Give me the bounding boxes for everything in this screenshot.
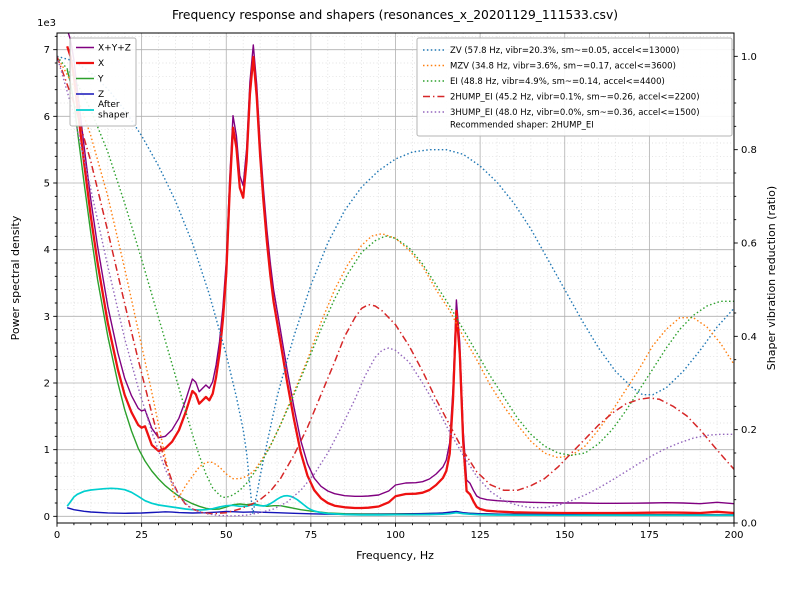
chart-title: Frequency response and shapers (resonanc… (172, 8, 618, 22)
x-tick-label: 50 (220, 530, 233, 541)
y-axis-label-right: Shaper vibration reduction (ratio) (765, 186, 778, 370)
legend-label-y: Y (97, 75, 104, 85)
legend-label-hump2: 2HUMP_EI (45.2 Hz, vibr=0.1%, sm~=0.26, … (450, 93, 700, 103)
x-tick-label: 0 (54, 530, 60, 541)
plot-area: 0 25 50 75 100 125 150 175 200 0 1 2 3 4 5 6 7 0.0 0.2 0.4 0… (44, 32, 757, 541)
y-right-tick-label: 0.2 (741, 425, 757, 436)
y-right-tick-label: 0.4 (741, 332, 757, 343)
legend-label-sum: X+Y+Z (98, 44, 131, 54)
x-tick-label: 200 (724, 530, 743, 541)
y-right-tick-label: 1.0 (741, 52, 757, 63)
recommended-shaper-note: Recommended shaper: 2HUMP_EI (450, 121, 594, 131)
legend-label-hump3: 3HUMP_EI (48.0 Hz, vibr=0.0%, sm~=0.36, … (450, 108, 700, 118)
y-left-tick-label: 4 (44, 245, 50, 256)
y-left-tick-label: 0 (44, 512, 50, 523)
y-left-tick-label: 7 (44, 45, 50, 56)
series-line-x (66, 45, 734, 515)
series-line-zv (57, 55, 734, 515)
y-right-tick-label: 0.6 (741, 239, 757, 250)
series-line-sum (67, 33, 734, 505)
axis-ticks (53, 35, 738, 527)
y-left-tick-label: 6 (44, 112, 50, 123)
axis-offset-label: 1e3 (37, 18, 56, 29)
x-axis-label: Frequency, Hz (356, 549, 434, 562)
y-right-tick-label: 0.8 (741, 145, 757, 156)
y-axis-label-left: Power spectral density (9, 215, 22, 340)
tick-labels: 0 25 50 75 100 125 150 175 200 0 1 2 3 4 5 6 7 0.0 0.2 0.4 0… (44, 45, 757, 541)
legend-label-x: X (98, 59, 104, 69)
series-lines (57, 33, 734, 517)
x-tick-label: 150 (555, 530, 574, 541)
legend-label-ei: EI (48.8 Hz, vibr=4.9%, sm~=0.14, accel<… (450, 77, 665, 87)
series-line-after (66, 487, 734, 517)
legend-label-z: Z (98, 90, 104, 100)
legend-label-mzv: MZV (34.8 Hz, vibr=3.6%, sm~=0.17, accel… (450, 62, 676, 72)
y-left-tick-label: 2 (44, 379, 50, 390)
x-tick-label: 100 (386, 530, 405, 541)
y-left-tick-label: 3 (44, 312, 50, 323)
legend-label-after: After (98, 100, 120, 110)
y-left-tick-label: 1 (44, 445, 50, 456)
y-left-tick-label: 5 (44, 179, 50, 190)
x-tick-label: 175 (640, 530, 659, 541)
x-tick-label: 75 (305, 530, 318, 541)
legend-label-after: shaper (98, 111, 129, 121)
y-right-tick-label: 0.0 (741, 519, 757, 530)
legend-label-zv: ZV (57.8 Hz, vibr=20.3%, sm~=0.05, accel… (450, 46, 679, 56)
series-line-ei (57, 55, 734, 498)
legend-shapers: ZV (57.8 Hz, vibr=20.3%, sm~=0.05, accel… (416, 37, 733, 137)
x-tick-label: 25 (135, 530, 148, 541)
x-tick-label: 125 (471, 530, 490, 541)
